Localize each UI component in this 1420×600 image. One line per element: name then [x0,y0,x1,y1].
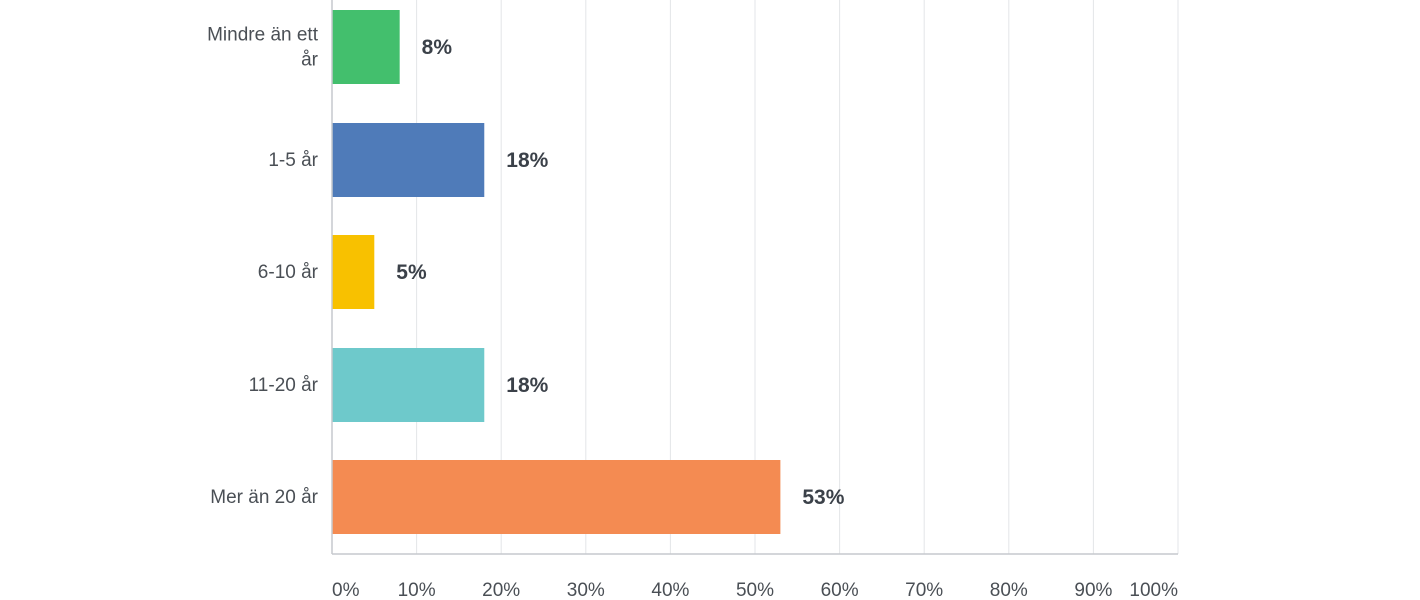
category-label: 6-10 år [258,262,319,283]
x-tick-label: 30% [567,580,605,600]
x-tick-label: 60% [821,580,859,600]
labels: Mindre än ett år 1-5 år 6-10 år 11-20 år Mer … [207,25,1178,600]
value-label: 8% [422,36,453,59]
axes [331,0,1178,555]
grid-lines [416,0,1179,554]
bar [332,123,485,197]
x-tick-label: 0% [332,580,360,600]
bar [332,10,400,84]
x-tick-label: 40% [651,580,689,600]
value-label: 18% [506,149,548,172]
x-tick-label: 70% [905,580,943,600]
category-label: Mindre än ett år [207,25,319,71]
x-tick-label: 90% [1074,580,1112,600]
x-tick-label: 50% [736,580,774,600]
value-label: 18% [506,374,548,397]
x-tick-label: 10% [398,580,436,600]
bar [332,235,375,309]
value-label: 5% [396,261,427,284]
category-label: 1-5 år [268,150,318,171]
bar [332,460,781,534]
bars [332,10,781,534]
value-label: 53% [802,486,844,509]
category-label: 11-20 år [249,375,319,396]
bar [332,348,485,422]
x-tick-label: 20% [482,580,520,600]
x-tick-label: 100% [1129,580,1178,600]
x-tick-label: 80% [990,580,1028,600]
category-label: Mer än 20 år [210,487,318,508]
